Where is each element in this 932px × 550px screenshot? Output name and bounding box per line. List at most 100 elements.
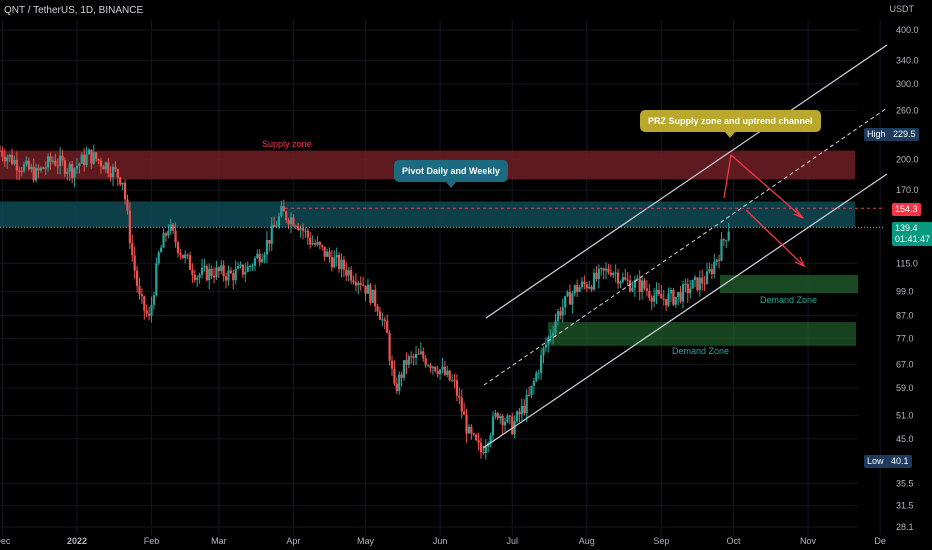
candle-body [0,150,2,152]
candle-body [515,411,519,422]
candle-body [270,224,273,244]
candle-body [616,272,620,284]
candle-body [491,416,495,436]
candle-body [311,243,314,245]
candle-body [467,426,471,434]
candle-body [181,254,184,259]
candle-body [148,313,151,316]
y-tick-label: 87.0 [896,311,914,321]
candle-body [83,154,86,166]
candle-body [422,351,425,359]
candle-body [138,285,141,295]
candle-body [686,283,689,294]
candle-body [624,277,627,280]
candle-body [135,270,139,286]
y-tick-label: 260.0 [896,106,919,116]
candle-body [465,414,468,434]
candle-body [8,154,11,158]
candle-body [677,292,680,297]
candle-body [672,289,675,305]
candle-body [196,277,199,280]
y-tick-label: 400.0 [896,25,919,35]
candle-body [155,263,158,296]
candle-body [602,268,605,271]
candle-body [27,160,30,170]
candle-body [191,269,194,275]
candle-body [107,162,110,174]
chart-title: QNT / TetherUS, 1D, BINANCE [4,5,144,16]
candle-body [713,261,716,275]
candle-body [684,283,687,285]
candle-body [114,166,117,170]
candle-body [265,239,269,255]
level-tag: 154.3 [892,203,921,216]
candle-body [475,434,478,440]
candle-body [561,307,564,316]
x-tick-label: Feb [144,536,160,546]
candle-body [160,247,163,253]
candle-body [354,282,358,286]
candle-body [258,253,261,263]
candles [0,144,730,460]
candle-body [414,353,418,358]
candle-body [357,282,360,286]
candle-body [119,177,122,185]
candle-body [306,230,309,238]
candle-body [364,285,367,294]
axis-unit: USDT [889,4,915,14]
candle-body [523,405,526,414]
candle-body [150,304,153,316]
candle-body [460,397,463,412]
candle-body [455,380,459,396]
candle-body [477,439,480,443]
candle-body [648,290,651,298]
zone-rect [720,275,858,294]
candle-body [205,266,208,281]
candle-body [78,163,81,166]
candle-body [328,251,331,258]
y-axis[interactable]: 400.0 340.0 300.0 260.0 200.0 170.0 115.0 99.0 8… [896,25,919,532]
candle-body [667,293,670,306]
candle-body [273,224,276,228]
candle-body [366,284,370,294]
candle-body [508,415,511,417]
candle-body [1,150,4,157]
candle-body [51,160,55,162]
y-tick-label: 35.5 [896,478,914,488]
overlay-lines [0,44,888,449]
candle-body [167,231,170,236]
candle-body [463,411,466,415]
low-tag-value: 40.1 [891,456,909,466]
y-tick-label: 115.0 [896,258,918,268]
candle-body [54,160,57,166]
low-tag: Low 40.1 [864,455,912,468]
candle-body [280,206,283,217]
candle-body [20,170,23,172]
x-tick-label: 2022 [67,536,87,546]
x-tick-label: Oct [726,536,741,546]
candle-body [304,230,307,232]
y-tick-label: 77.0 [896,333,914,343]
candle-body [169,224,172,232]
candle-body [626,279,629,281]
candle-body [446,370,449,375]
candle-body [210,268,213,276]
candle-body [263,254,266,260]
candle-body [568,291,572,305]
candle-body [179,252,182,255]
candle-body [18,170,21,172]
candle-body [359,282,362,285]
countdown-value: 01:41:47 [895,234,931,244]
y-tick-label: 99.0 [896,286,914,296]
candle-body [554,321,557,333]
x-axis[interactable]: Dec 2022 Feb Mar Apr May Jun Jul Aug Sep Oct Nov De [0,536,886,546]
candle-body [34,167,38,181]
supply-zone-label: Supply zone [262,139,312,149]
candle-body [186,254,189,256]
channel-mid-line [483,107,888,386]
candle-body [597,268,600,279]
candle-body [292,217,295,226]
candle-body [470,426,473,434]
candle-body [289,217,293,225]
